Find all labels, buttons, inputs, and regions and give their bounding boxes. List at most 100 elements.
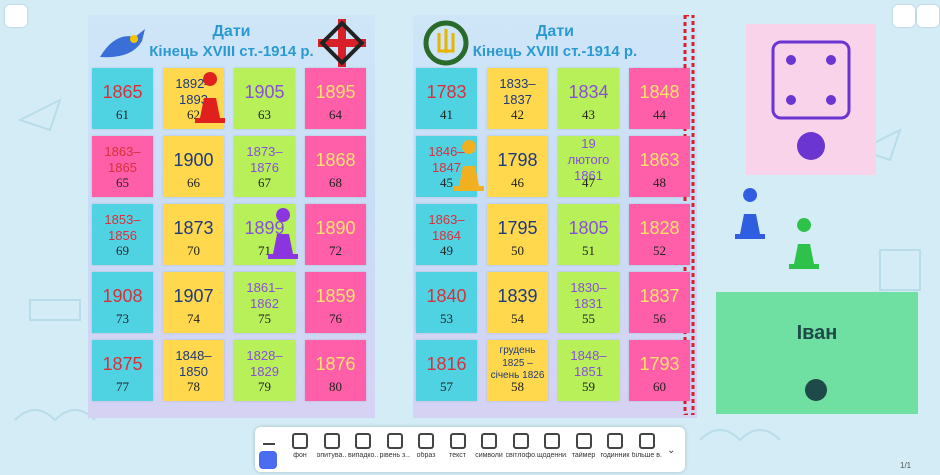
date-card[interactable]: 1798 46	[487, 136, 548, 197]
date-card[interactable]: 1876 80	[305, 340, 366, 401]
toolbar-tool[interactable]: образ	[411, 431, 441, 459]
date-card[interactable]: 1805 51	[558, 204, 619, 265]
board: Дати Кінець XVIII ст.-1914 р. 1783 41 1833…	[413, 15, 697, 418]
date-text: 1793	[639, 353, 680, 374]
date-card[interactable]: 1834 43	[558, 68, 619, 129]
date-card[interactable]: 1861–1862 75	[234, 272, 295, 333]
toolbar-tool[interactable]: щоденни...	[537, 431, 567, 459]
dice[interactable]	[771, 40, 851, 150]
date-card[interactable]: 1892–1893 62	[163, 68, 224, 129]
date-text: 1839	[497, 285, 538, 306]
toolbar-tool[interactable]: текст	[443, 431, 473, 459]
date-card[interactable]: 1863–1864 49	[416, 204, 477, 265]
date-card[interactable]: грудень 1825 – січень 1826 58	[487, 340, 548, 401]
shuffle-button[interactable]	[805, 379, 827, 401]
date-card[interactable]: 1907 74	[163, 272, 224, 333]
date-card[interactable]: 1828–1829 79	[234, 340, 295, 401]
date-card[interactable]: 1833–1837 42	[487, 68, 548, 129]
date-card[interactable]: 1899 71	[234, 204, 295, 265]
date-text: 1890	[315, 217, 356, 238]
embroidery-decoration	[318, 19, 366, 67]
tool-label: годинник	[600, 452, 630, 459]
date-card[interactable]: 1848 44	[629, 68, 690, 129]
date-card[interactable]: 1795 50	[487, 204, 548, 265]
card-number: 46	[511, 175, 524, 190]
trident-decoration	[423, 20, 469, 66]
card-number: 74	[187, 311, 200, 326]
date-text: 1798	[497, 149, 538, 170]
card-number: 58	[511, 379, 524, 394]
date-card[interactable]: 1783 41	[416, 68, 477, 129]
date-text: 1905	[244, 81, 285, 102]
date-card[interactable]: 1853–1856 69	[92, 204, 153, 265]
date-card[interactable]: 1837 56	[629, 272, 690, 333]
date-card[interactable]: 1793 60	[629, 340, 690, 401]
date-text: 1837	[639, 285, 680, 306]
card-number: 56	[653, 311, 666, 326]
date-card[interactable]: 1846–1847 45	[416, 136, 477, 197]
toolbar-tool[interactable]: опитува...	[317, 431, 347, 459]
date-text: 1816	[426, 353, 467, 374]
card-number: 52	[653, 243, 666, 258]
date-card[interactable]: 1828 52	[629, 204, 690, 265]
date-text: 1805	[568, 217, 609, 238]
toolbar: ⌄ фон опитува... випадко... рівень з... обра…	[255, 427, 685, 472]
date-card[interactable]: 1900 66	[163, 136, 224, 197]
card-number: 53	[440, 311, 453, 326]
date-text: 1907	[173, 285, 214, 306]
tool-icon	[418, 433, 434, 449]
date-card[interactable]: 1816 57	[416, 340, 477, 401]
date-card[interactable]: 1840 53	[416, 272, 477, 333]
date-card[interactable]: 1865 61	[92, 68, 153, 129]
card-number: 65	[116, 175, 129, 190]
toolbar-tool[interactable]: годинник	[600, 431, 630, 459]
toolbar-tool[interactable]: світлофо...	[506, 431, 536, 459]
date-card[interactable]: 1873–1876 67	[234, 136, 295, 197]
tool-icon	[323, 433, 340, 449]
date-card[interactable]: 1895 64	[305, 68, 366, 129]
toolbar-tool[interactable]: рівень з...	[380, 431, 410, 459]
date-text: 1848–1851	[570, 347, 607, 379]
date-text: 1895	[315, 81, 356, 102]
toolbar-tool[interactable]: фон	[285, 431, 315, 459]
date-card[interactable]: 1830–1831 55	[558, 272, 619, 333]
menu-button[interactable]	[917, 5, 939, 27]
date-text: 1859	[315, 285, 356, 306]
toolbar-tool[interactable]: таймер	[569, 431, 599, 459]
toolbar-tool[interactable]: випадко...	[348, 431, 378, 459]
tool-label: випадко...	[348, 452, 378, 459]
date-text: грудень 1825 – січень 1826	[490, 345, 545, 382]
date-card[interactable]: 1848–1850 78	[163, 340, 224, 401]
toolbar-tool[interactable]: більше в...	[632, 431, 662, 459]
date-card[interactable]: 19 лютого 1861 47	[558, 136, 619, 197]
fullscreen-button[interactable]	[893, 5, 915, 27]
date-card[interactable]: 1859 76	[305, 272, 366, 333]
date-text: 1876	[315, 353, 356, 374]
date-card[interactable]: 1863–1865 65	[92, 136, 153, 197]
roll-button[interactable]	[797, 132, 825, 160]
expand-chevron[interactable]: ⌄	[667, 445, 676, 456]
tool-icon	[544, 433, 560, 449]
card-number: 50	[511, 243, 524, 258]
date-card[interactable]: 1848–1851 59	[558, 340, 619, 401]
card-number: 70	[187, 243, 200, 258]
date-card[interactable]: 1873 70	[163, 204, 224, 265]
tool-label: таймер	[571, 452, 596, 459]
date-card[interactable]: 1905 63	[234, 68, 295, 129]
date-card[interactable]: 1839 54	[487, 272, 548, 333]
card-number: 51	[582, 243, 595, 258]
date-card[interactable]: 1875 77	[92, 340, 153, 401]
card-number: 79	[258, 379, 271, 394]
toolbar-tool[interactable]: символи	[474, 431, 504, 459]
tool-label: опитува...	[316, 452, 347, 459]
card-number: 77	[116, 379, 129, 394]
home-button[interactable]	[5, 5, 27, 27]
pen-tool[interactable]	[263, 433, 275, 445]
date-card[interactable]: 1908 73	[92, 272, 153, 333]
date-card[interactable]: 1868 68	[305, 136, 366, 197]
date-card[interactable]: 1863 48	[629, 136, 690, 197]
select-tool[interactable]	[259, 451, 277, 469]
date-card[interactable]: 1890 72	[305, 204, 366, 265]
card-number: 69	[116, 243, 129, 258]
